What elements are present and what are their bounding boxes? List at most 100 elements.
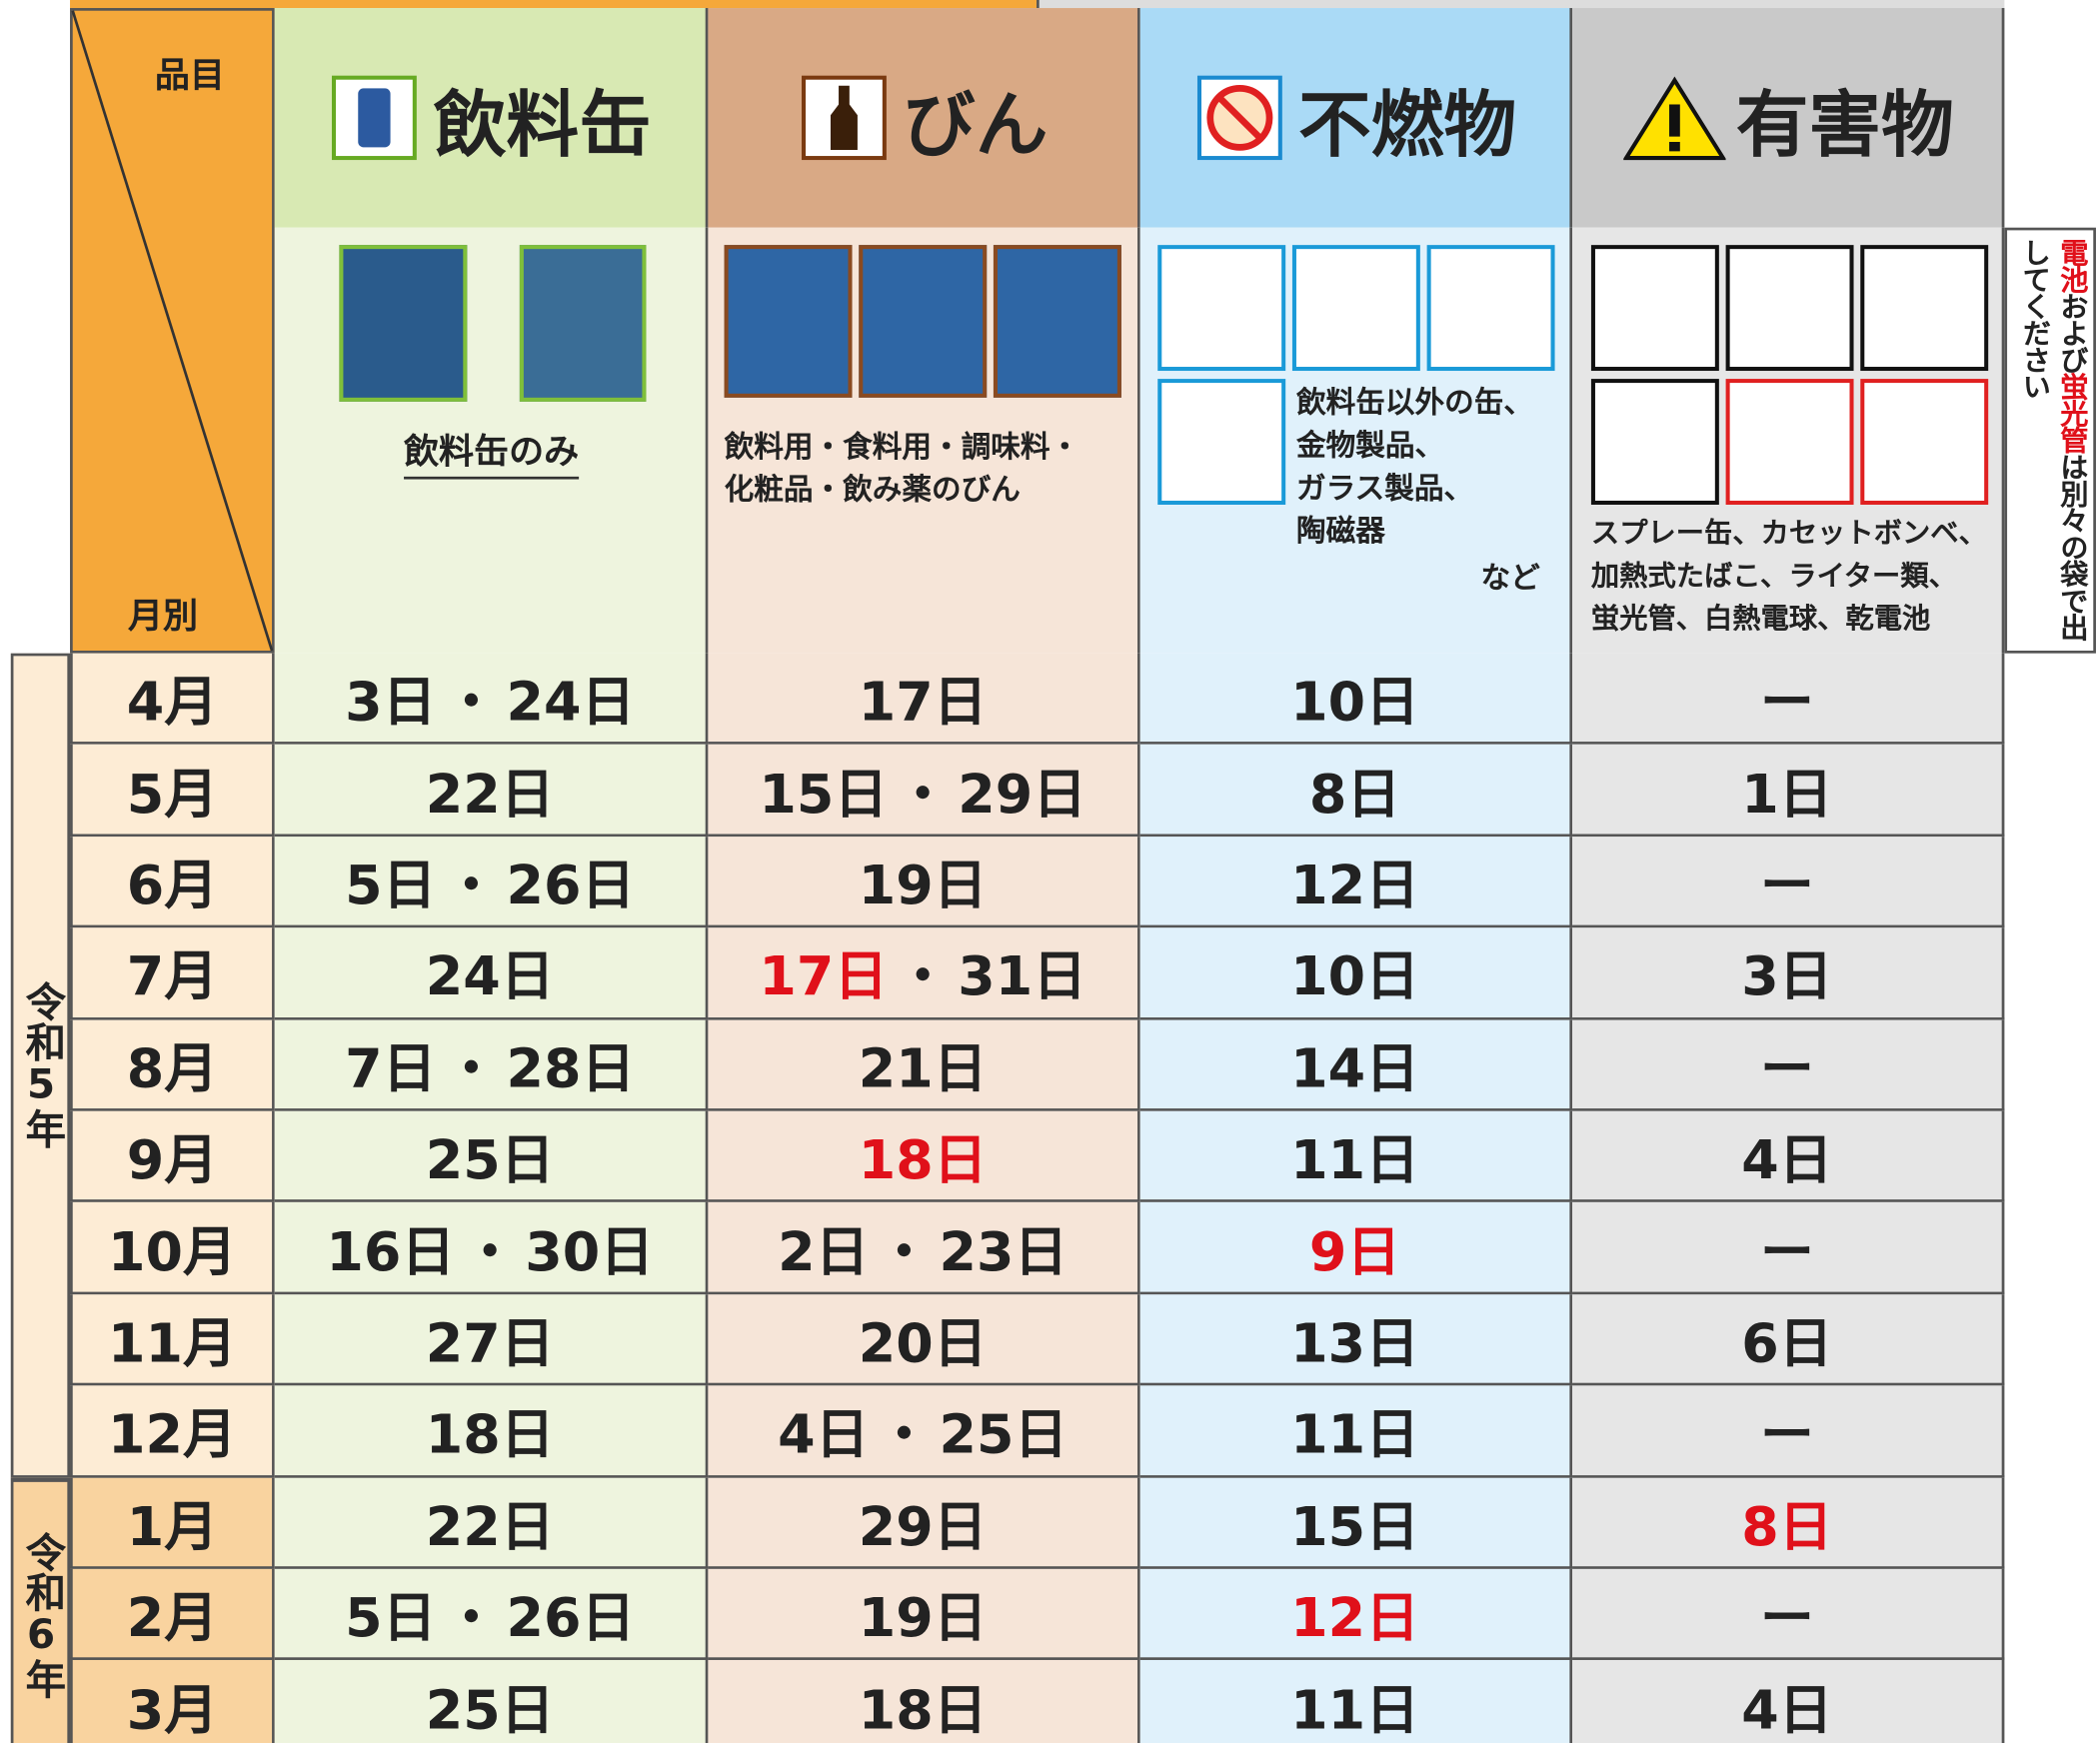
corner-top: 品目 (154, 56, 225, 97)
year-label: 令和6年 (17, 1531, 65, 1700)
date: 22日 (425, 1496, 555, 1558)
date: ー (1759, 1587, 1814, 1650)
date: 1日 (1741, 764, 1833, 826)
separator: ・ (896, 946, 951, 1009)
description: 飲料用・食料用・調味料・ 化粧品・飲み薬のびん (725, 427, 1080, 513)
separator: ・ (463, 1221, 518, 1284)
column-title-text: 飲料缶 (433, 82, 652, 167)
description: スプレー缶、カセットボンベ、 加熱式たばこ、ライター類、 蛍光管、白熱電球、乾電池 (1591, 512, 1987, 641)
date-cell: 5日・ 26日 (274, 836, 709, 928)
date: 30日 (525, 1221, 655, 1284)
date-cell: 18日 (274, 1385, 709, 1478)
date: 3日 (1741, 946, 1833, 1009)
photo (859, 245, 988, 398)
date: 6日 (1741, 1313, 1833, 1375)
photo (724, 245, 853, 398)
date: ー (1759, 1221, 1814, 1284)
date: 8日 (1308, 764, 1401, 826)
date-cell: 22日 (274, 745, 709, 837)
separator: ・ (444, 855, 499, 917)
date: 29日 (858, 1496, 988, 1558)
can-icon (331, 75, 417, 161)
date-cell: 8日 (1139, 745, 1573, 837)
date: 20日 (858, 1313, 988, 1375)
description-line: 蛍光管、白熱電球、乾電池 (1590, 602, 1931, 635)
separator: ・ (444, 672, 499, 735)
date-cell: 15日 (1139, 1477, 1573, 1569)
date: 16日 (326, 1221, 456, 1284)
date: 4日 (1741, 1129, 1833, 1192)
diagonal (71, 10, 274, 652)
date-cell: ー (1572, 653, 2005, 746)
date-cell: ー (1572, 1385, 2005, 1478)
date-cell: 10日 (1139, 653, 1573, 746)
illustration (1590, 379, 1719, 505)
date: 4日 (778, 1404, 870, 1467)
illustration (1590, 245, 1719, 372)
description-line: 金物製品、 (1295, 429, 1445, 464)
description-line: 飲料缶のみ (404, 429, 580, 480)
photo (519, 245, 647, 402)
year-cell: 令和5年 (10, 653, 71, 1478)
date: 10日 (1290, 946, 1419, 1009)
date-cell: 12日 (1139, 836, 1573, 928)
date: 10日 (1290, 672, 1419, 735)
date: ー (1759, 672, 1814, 735)
illustration (1725, 379, 1854, 505)
date-cell: ー (1572, 836, 2005, 928)
date-cell: 2日・ 23日 (708, 1202, 1140, 1295)
date-cell: 16日・ 30日 (274, 1202, 709, 1295)
date: 5日 (345, 1587, 437, 1650)
column-title-text: 有害物 (1735, 82, 1954, 167)
month-cell: 4月 (70, 653, 275, 746)
date-cell: ー (1572, 1019, 2005, 1111)
date: ー (1759, 855, 1814, 917)
date: 26日 (506, 1587, 636, 1650)
month-cell: 1月 (70, 1477, 275, 1569)
month-cell: 3月 (70, 1660, 275, 1743)
date: 14日 (1290, 1038, 1419, 1100)
date: 18日 (858, 1129, 988, 1192)
date-cell: 27日 (274, 1294, 709, 1386)
month-cell: 7月 (70, 927, 275, 1020)
illustration (1725, 245, 1854, 372)
date-cell: 24日 (274, 927, 709, 1020)
date: 3日 (345, 672, 437, 735)
date-cell: 9日 (1139, 1202, 1573, 1295)
date-cell: 13日 (1139, 1294, 1573, 1386)
month-cell: 12月 (70, 1385, 275, 1478)
photo (339, 245, 468, 402)
description-line: 飲料缶以外の缶、 (1295, 387, 1534, 421)
date-cell: 25日 (274, 1110, 709, 1203)
date-cell: 12日 (1139, 1568, 1573, 1661)
date: 19日 (858, 1587, 988, 1650)
date-cell: 17日 (708, 653, 1140, 746)
date: 18日 (425, 1404, 555, 1467)
top-strip (70, 0, 1038, 9)
nonburn-icon (1196, 75, 1282, 161)
date-cell: 18日 (708, 1660, 1140, 1743)
month-cell: 11月 (70, 1294, 275, 1386)
photo (993, 245, 1121, 398)
date: 25日 (939, 1404, 1068, 1467)
date-cell: 14日 (1139, 1019, 1573, 1111)
date: 17日 (858, 672, 988, 735)
date: 7日 (345, 1038, 437, 1100)
date: 21日 (858, 1038, 988, 1100)
date: 19日 (858, 855, 988, 917)
date-cell: 4日・ 25日 (708, 1385, 1140, 1478)
date-cell: 10日 (1139, 927, 1573, 1020)
date-cell: 15日・ 29日 (708, 745, 1140, 837)
date: 13日 (1290, 1313, 1419, 1375)
description-line: スプレー缶、カセットボンベ、 (1590, 517, 1987, 550)
date-cell: 3日・ 24日 (274, 653, 709, 746)
header-bg (708, 8, 1140, 228)
description-note: など (1480, 562, 1540, 597)
date-cell: ー (1572, 1568, 2005, 1661)
side-note-box (2004, 227, 2096, 654)
description: 飲料缶のみ (275, 429, 709, 480)
date: 18日 (858, 1679, 988, 1742)
separator: ・ (877, 1404, 932, 1467)
separator: ・ (896, 764, 951, 826)
